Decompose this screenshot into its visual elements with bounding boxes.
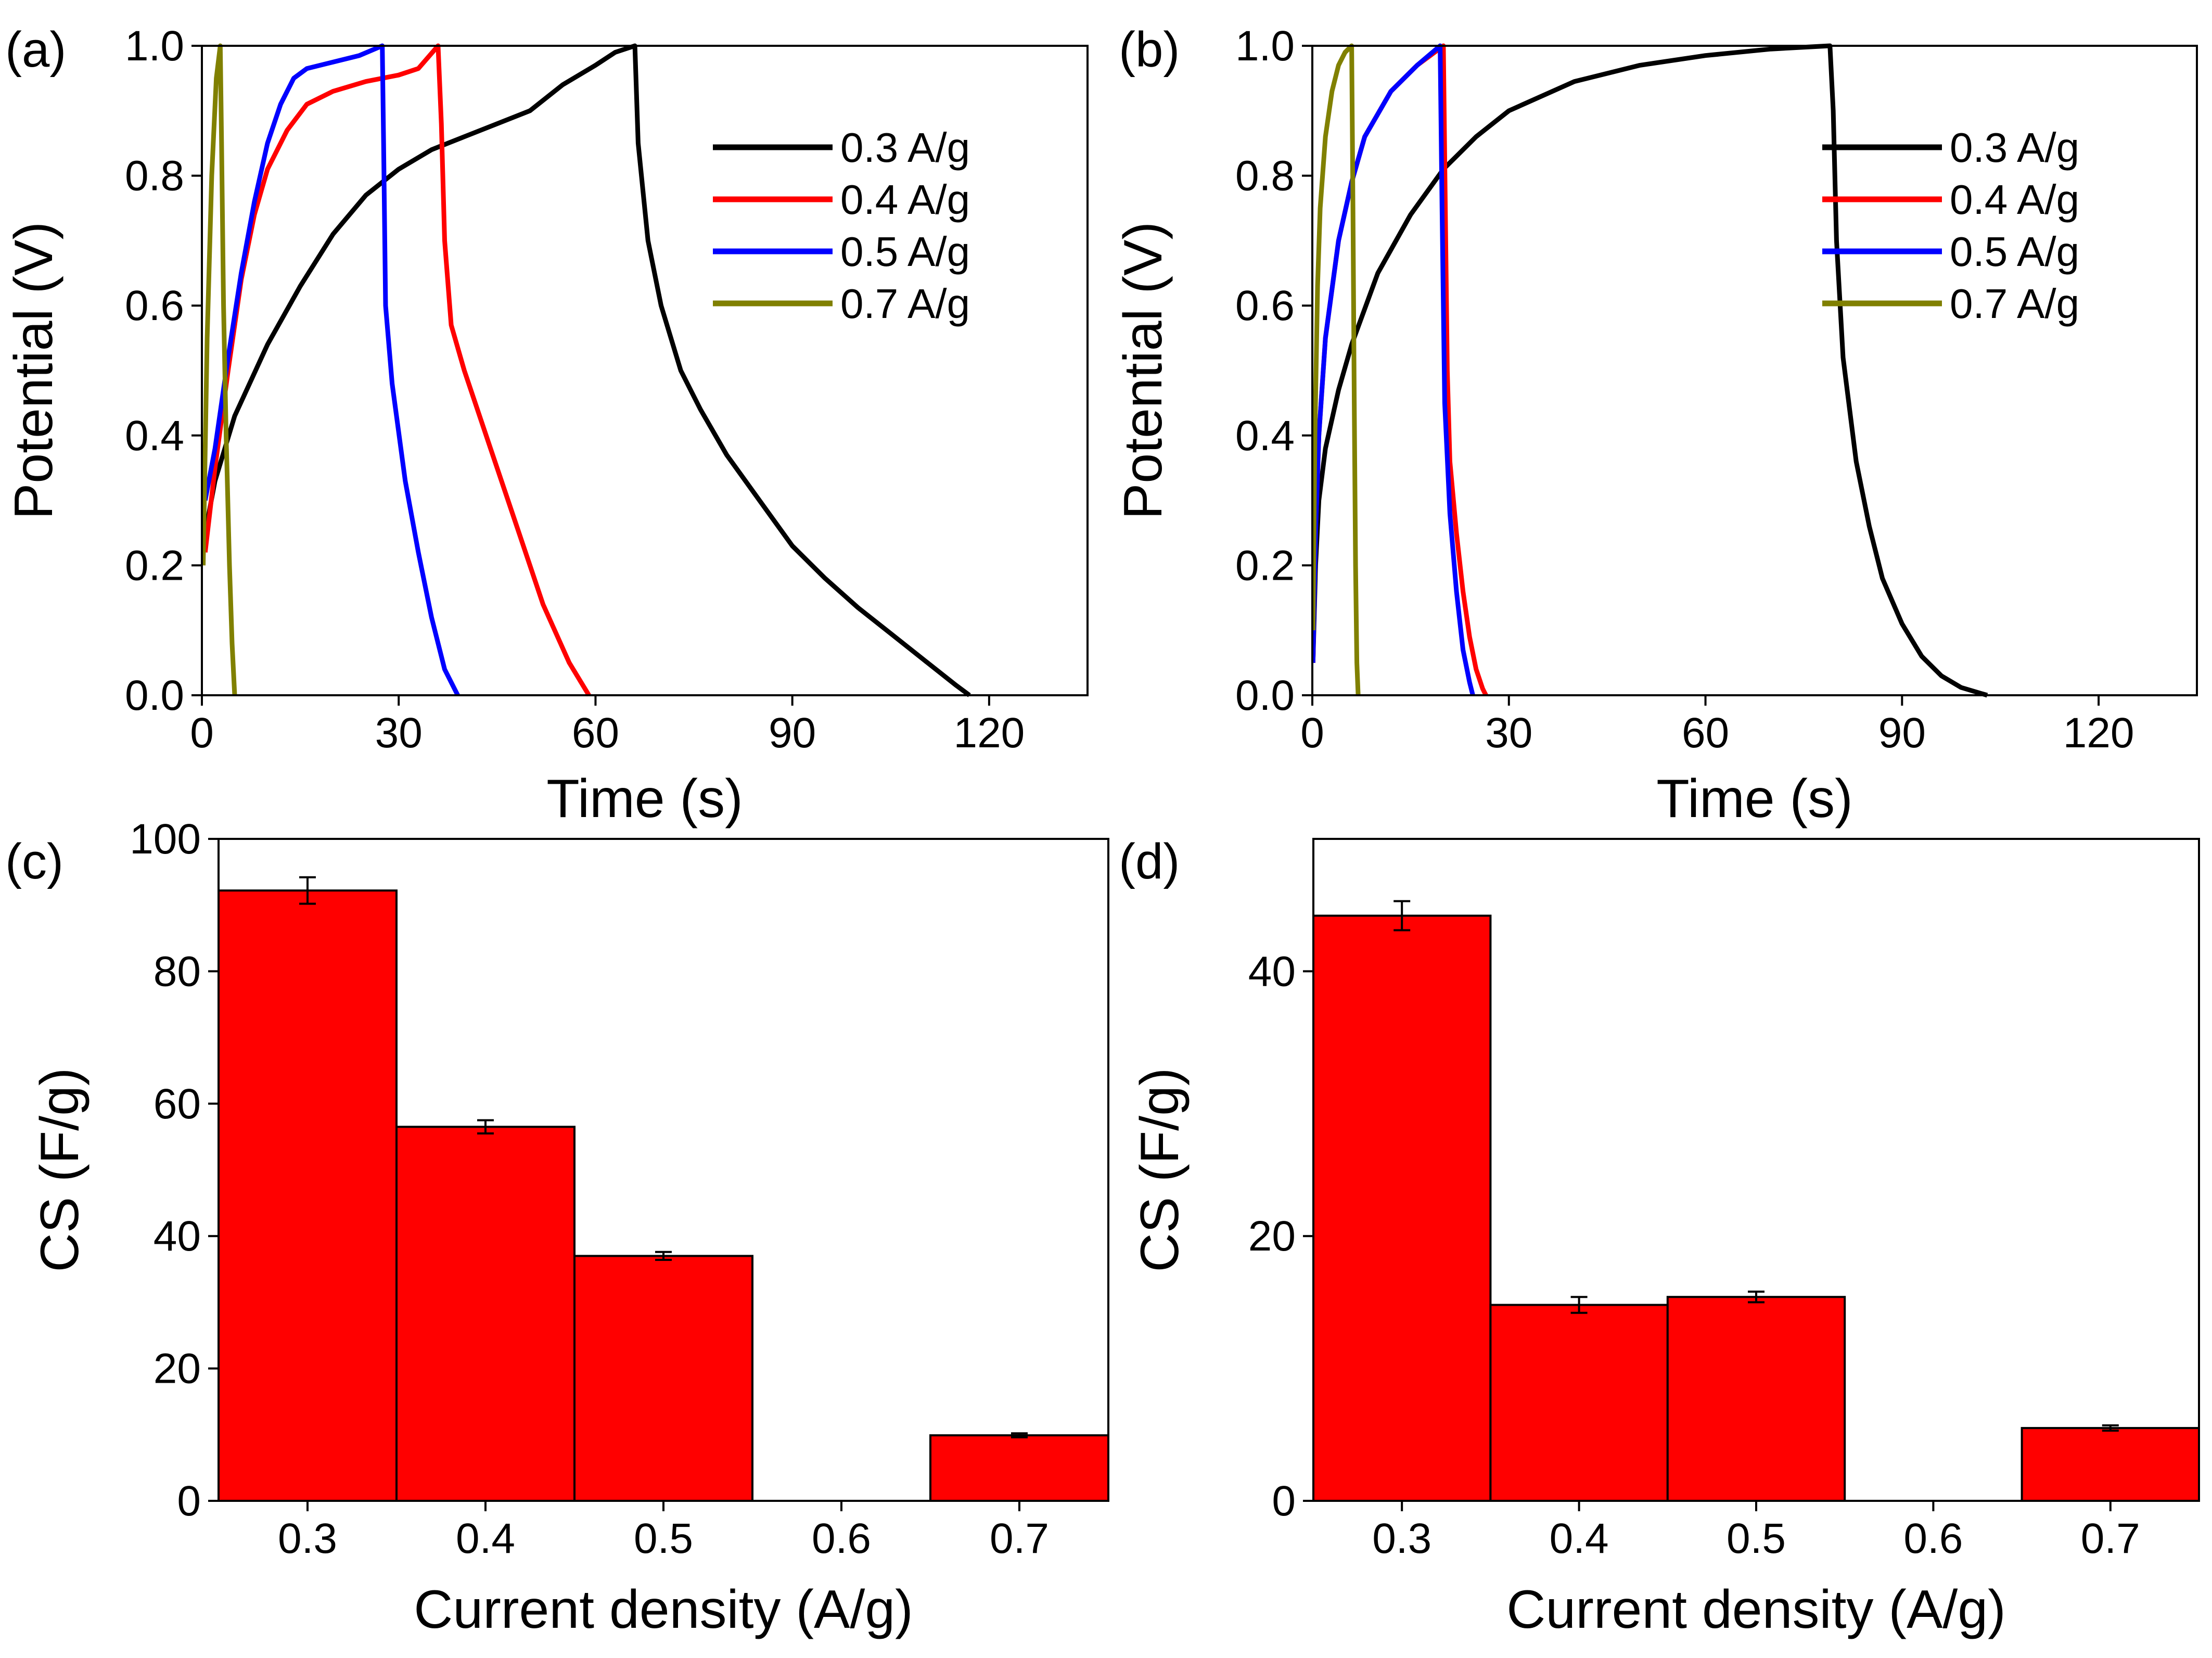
y-tick-label: 40 [154, 1213, 201, 1260]
y-tick-label: 20 [1248, 1213, 1296, 1260]
y-tick-label: 60 [154, 1080, 201, 1128]
x-tick-label: 0.6 [812, 1515, 871, 1562]
x-tick-label: 0 [190, 709, 214, 757]
y-tick-label: 80 [154, 948, 201, 995]
y-tick-label: 0.0 [125, 672, 184, 719]
x-tick-label: 120 [2063, 709, 2134, 757]
series-line-0-5-A-g [202, 43, 460, 697]
series-line-0-3-A-g [1312, 43, 1988, 698]
bar-0.4 [395, 1126, 576, 1502]
panel-label: (d) [1119, 834, 1180, 889]
bar-0.5 [1666, 1296, 1846, 1502]
x-tick-label: 0.4 [1550, 1515, 1609, 1562]
x-tick-label: 0.4 [456, 1515, 515, 1562]
y-tick-label: 0.0 [1235, 672, 1295, 719]
bar-0.5 [573, 1255, 753, 1502]
y-tick-label: 0 [1272, 1477, 1296, 1525]
x-tick-label: 30 [375, 709, 423, 757]
x-tick-label: 0 [1300, 709, 1324, 757]
y-tick-label: 20 [154, 1345, 201, 1393]
x-tick-label: 60 [1682, 709, 1729, 757]
legend-label: 0.4 A/g [1950, 176, 2079, 223]
y-tick-label: 0.8 [1235, 152, 1295, 200]
x-axis-title: Current density (A/g) [1506, 1579, 2005, 1640]
x-tick-label: 90 [769, 709, 816, 757]
bar-0.7 [2021, 1427, 2201, 1502]
panel-c: (c) 0.3 0.4 0.5 0.6 0.7 0 20 40 60 80 100 Current de… [5, 815, 1109, 1640]
y-tick-label: 0 [177, 1477, 201, 1525]
bar-0.4 [1489, 1304, 1669, 1502]
x-tick-label: 0.5 [634, 1515, 693, 1562]
x-tick-label: 0.7 [990, 1515, 1049, 1562]
panel-label: (c) [5, 834, 63, 889]
x-axis-title: Time (s) [546, 769, 743, 829]
panel-b: (b) 0.3 A/g 0.4 A/g 0.5 A/g 0.7 A/g 0 30 60 90 12… [1113, 22, 2198, 829]
x-tick-label: 120 [953, 709, 1025, 757]
plot-frame [1311, 45, 2198, 696]
y-tick-label: 40 [1248, 948, 1296, 995]
x-tick-label: 0.3 [278, 1515, 337, 1562]
x-tick-label: 0.3 [1372, 1515, 1431, 1562]
series-line-0-4-A-g [1312, 43, 1488, 697]
y-tick-label: 0.6 [125, 282, 184, 329]
x-axis-title: Time (s) [1656, 769, 1852, 829]
y-tick-label: 1.0 [125, 22, 184, 70]
legend-label: 0.7 A/g [1950, 280, 2079, 327]
y-axis-title: Potential (V) [4, 222, 64, 519]
x-tick-label: 60 [572, 709, 619, 757]
bar-0.3 [218, 889, 398, 1502]
y-tick-label: 1.0 [1235, 22, 1295, 70]
y-tick-label: 100 [130, 815, 201, 863]
x-tick-label: 0.5 [1727, 1515, 1786, 1562]
y-axis-title: Potential (V) [1113, 222, 1173, 519]
y-axis-title: CS (F/g) [1130, 1068, 1190, 1272]
panel-label: (a) [5, 22, 66, 78]
x-axis-title: Current density (A/g) [414, 1579, 913, 1640]
legend-label: 0.7 A/g [840, 280, 970, 327]
x-tick-label: 90 [1878, 709, 1926, 757]
panel-label: (b) [1119, 22, 1180, 78]
y-axis-title: CS (F/g) [30, 1068, 90, 1272]
x-tick-label: 30 [1485, 709, 1532, 757]
bar-0.7 [929, 1434, 1109, 1502]
panel-a: (a) 0.3 A/g 0.4 A/g 0.5 A/g 0.7 A/g 0 30 60 90 12… [4, 22, 1089, 829]
y-tick-label: 0.2 [125, 542, 184, 589]
y-tick-label: 0.2 [1235, 542, 1295, 589]
legend-label: 0.3 A/g [840, 124, 970, 171]
y-tick-label: 0.4 [125, 412, 184, 460]
x-tick-label: 0.7 [2081, 1515, 2140, 1562]
y-tick-label: 0.6 [1235, 282, 1295, 329]
series-line-0-4-A-g [202, 43, 591, 697]
series-line-0-7-A-g [1312, 43, 1361, 696]
series-line-0-5-A-g [1312, 43, 1475, 696]
legend-label: 0.4 A/g [840, 176, 970, 223]
y-tick-label: 0.4 [1235, 412, 1295, 460]
series-line-0-7-A-g [202, 43, 237, 696]
panel-d: (d) 0.3 0.4 0.5 0.6 0.7 0 20 40 Current density (… [1119, 834, 2201, 1640]
legend-label: 0.5 A/g [840, 228, 970, 275]
plot-frame [201, 45, 1089, 696]
y-tick-label: 0.8 [125, 152, 184, 200]
legend-label: 0.3 A/g [1950, 124, 2079, 171]
x-tick-label: 0.6 [1903, 1515, 1963, 1562]
series-line-0-3-A-g [202, 43, 971, 697]
legend-label: 0.5 A/g [1950, 228, 2079, 275]
bar-0.3 [1312, 914, 1492, 1502]
